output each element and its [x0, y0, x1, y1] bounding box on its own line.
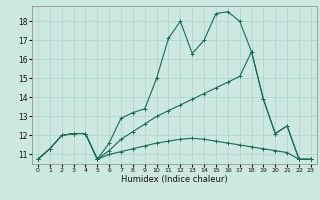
X-axis label: Humidex (Indice chaleur): Humidex (Indice chaleur) [121, 175, 228, 184]
